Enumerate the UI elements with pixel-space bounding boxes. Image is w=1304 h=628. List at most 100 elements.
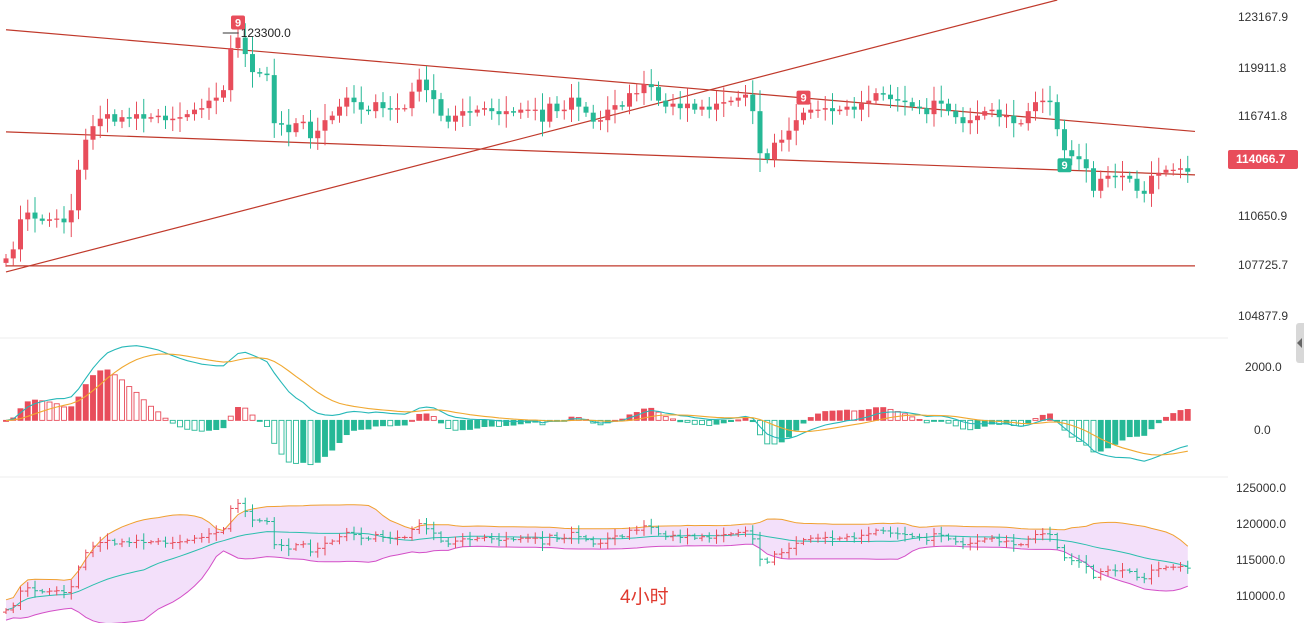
ohlc-bar — [981, 537, 988, 543]
candlestick — [938, 85, 944, 118]
candle-body — [163, 115, 168, 121]
candle-body — [634, 93, 640, 95]
ohlc-bar — [996, 533, 1003, 547]
ohlc-bar — [829, 530, 836, 546]
ohlc-bar — [735, 529, 742, 537]
candle-body — [431, 90, 437, 100]
candle-body — [743, 94, 748, 98]
candle-body — [757, 111, 763, 154]
candlestick — [576, 81, 582, 121]
candle-body — [300, 121, 306, 124]
candlestick — [532, 97, 538, 121]
ohlc-bar — [648, 518, 655, 535]
ohlc-bar — [517, 535, 524, 543]
ohlc-bar — [807, 535, 814, 543]
candlestick — [322, 104, 328, 146]
candlestick — [641, 70, 647, 106]
ohlc-bar — [177, 534, 183, 550]
macd-bar — [691, 419, 698, 425]
ohlc-bar — [1083, 555, 1090, 574]
ohlc-bar — [684, 528, 691, 545]
ohlc-bar — [568, 526, 575, 544]
candle-body — [692, 103, 698, 110]
candle-body — [648, 84, 654, 88]
candle-body — [1098, 178, 1104, 191]
macd-bar — [467, 419, 473, 430]
candlestick — [670, 94, 676, 116]
macd-tick: 0.0 — [1254, 423, 1271, 437]
collapse-panel-handle[interactable] — [1296, 323, 1304, 363]
candle-body — [532, 109, 538, 111]
ohlc-bar — [662, 530, 669, 540]
macd-bar — [735, 419, 742, 422]
ohlc-bar — [546, 533, 553, 546]
ohlc-bar — [880, 527, 887, 535]
ohlc-bar — [314, 542, 321, 558]
bollinger-tick: 115000.0 — [1236, 553, 1286, 567]
candlestick — [482, 101, 487, 116]
candle-body — [960, 117, 966, 124]
candle-body — [322, 120, 328, 131]
macd-bar — [285, 419, 292, 463]
candle-body — [685, 103, 690, 109]
candlestick — [917, 99, 922, 115]
candle-body — [967, 120, 973, 124]
macd-bar — [452, 419, 459, 431]
candle-body — [540, 109, 545, 122]
ohlc-bar — [836, 536, 843, 541]
candle-body — [3, 258, 9, 263]
candlestick — [518, 102, 524, 119]
candle-body — [61, 218, 67, 223]
ohlc-bar — [720, 527, 727, 543]
candlestick — [329, 111, 335, 125]
candlestick — [844, 99, 850, 116]
ohlc-bar — [909, 532, 916, 539]
ohlc-bar — [1119, 563, 1126, 578]
ohlc-bar — [670, 530, 676, 542]
macd-bar — [517, 419, 524, 425]
candlestick — [511, 107, 516, 117]
ohlc-bar — [612, 528, 618, 546]
candle-body — [503, 111, 509, 115]
candlestick — [315, 117, 321, 150]
td-marker-badge — [1057, 158, 1072, 173]
candle-body — [68, 210, 74, 223]
macd-bar — [351, 419, 357, 431]
candle-body — [97, 118, 103, 127]
macd-bar — [133, 391, 140, 421]
candlestick — [1134, 170, 1140, 199]
macd-bar — [90, 375, 96, 421]
macd-bar — [242, 407, 249, 421]
ohlc-bar — [641, 520, 647, 536]
candlestick — [996, 99, 1002, 127]
ohlc-bar — [3, 608, 9, 614]
macd-dif-line — [5, 345, 1188, 462]
candle-body — [764, 153, 770, 160]
candle-body — [148, 117, 154, 119]
ohlc-bar — [931, 528, 937, 547]
candle-body — [358, 102, 364, 110]
candlestick — [206, 87, 212, 120]
macd-bar — [778, 419, 785, 443]
candle-body — [112, 114, 118, 122]
candlestick — [866, 85, 872, 118]
candlestick — [750, 80, 756, 125]
candle-body — [525, 109, 531, 111]
candle-body — [482, 108, 487, 110]
candle-body — [184, 114, 190, 118]
ohlc-bar — [902, 526, 908, 542]
candlestick — [1105, 166, 1111, 188]
candle-body — [786, 130, 792, 140]
candle-body — [1091, 168, 1096, 191]
ohlc-bar — [757, 531, 763, 567]
ohlc-bar — [155, 537, 162, 545]
macd-bar — [430, 416, 437, 421]
candles — [3, 23, 1191, 267]
macd-bar — [742, 417, 749, 421]
candlestick — [1170, 163, 1176, 176]
ohlc-bar — [235, 498, 241, 513]
candlestick — [1054, 94, 1060, 137]
macd-bar — [1105, 419, 1111, 449]
ohlc-bar — [633, 525, 640, 535]
